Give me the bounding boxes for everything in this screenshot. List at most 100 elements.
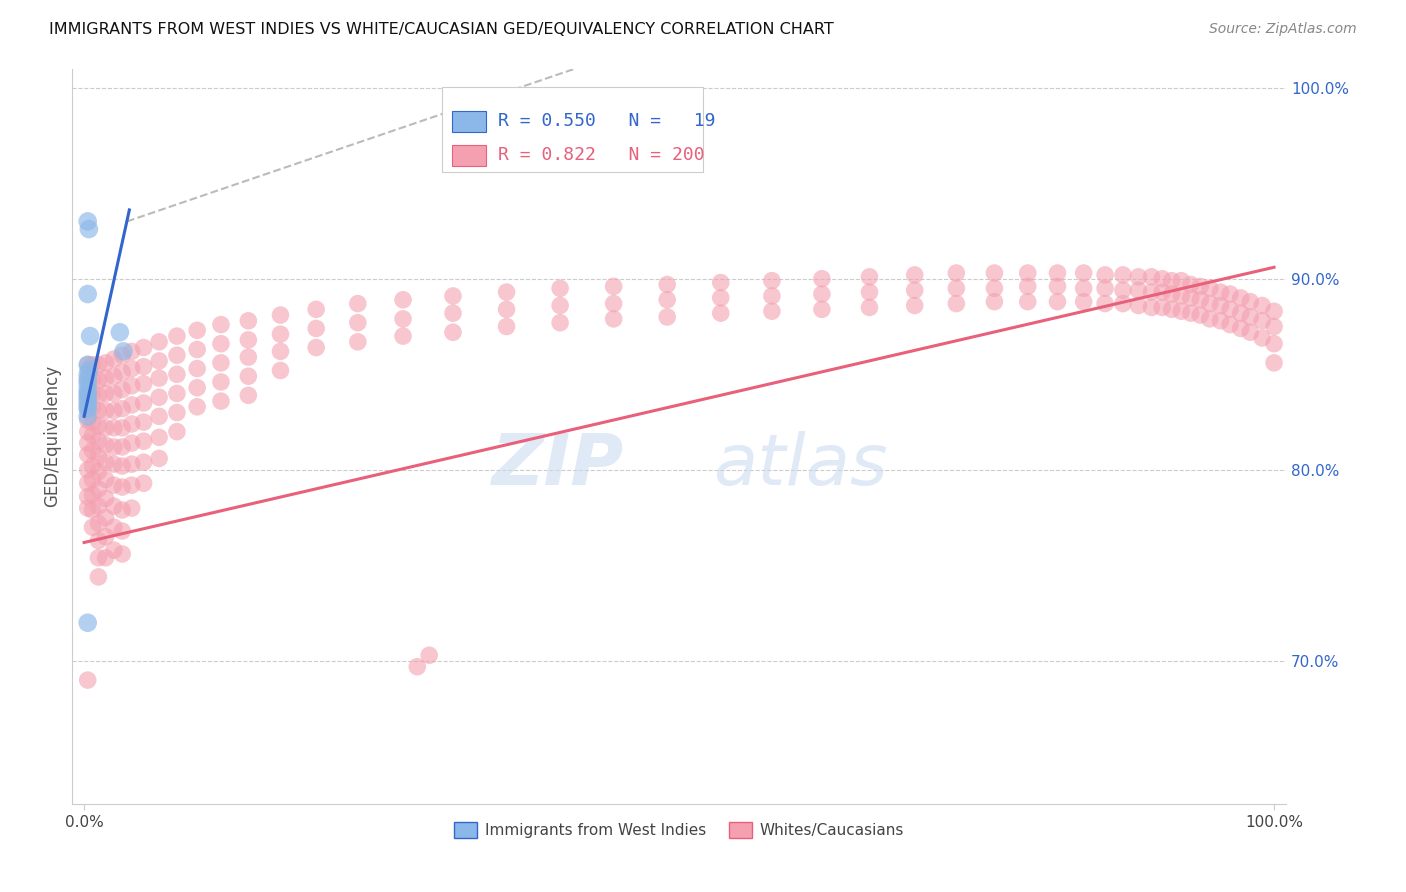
- Point: [495, 319, 517, 334]
- Point: [132, 434, 155, 449]
- Point: [1189, 279, 1212, 293]
- Point: [1198, 296, 1220, 310]
- Point: [94, 530, 117, 544]
- Point: [76, 373, 98, 387]
- Point: [346, 334, 368, 349]
- Point: [82, 386, 104, 401]
- Point: [82, 415, 104, 429]
- Point: [346, 316, 368, 330]
- Point: [111, 383, 134, 397]
- Point: [1094, 268, 1116, 282]
- Point: [238, 350, 260, 364]
- Point: [811, 271, 834, 285]
- Point: [1251, 314, 1274, 328]
- Point: [87, 499, 110, 513]
- Point: [811, 287, 834, 301]
- Point: [76, 615, 98, 630]
- Point: [1112, 296, 1135, 310]
- Point: [132, 341, 155, 355]
- Point: [132, 415, 155, 429]
- Point: [548, 281, 571, 295]
- Point: [76, 214, 98, 228]
- Point: [186, 323, 208, 337]
- Text: Source: ZipAtlas.com: Source: ZipAtlas.com: [1209, 22, 1357, 37]
- Point: [76, 368, 98, 382]
- Point: [94, 371, 117, 385]
- FancyBboxPatch shape: [453, 112, 486, 132]
- Point: [904, 298, 927, 312]
- Point: [858, 301, 880, 315]
- Point: [904, 268, 927, 282]
- Point: [406, 659, 429, 673]
- Point: [548, 316, 571, 330]
- Point: [441, 289, 464, 303]
- Point: [166, 348, 188, 362]
- Point: [111, 480, 134, 494]
- Point: [94, 421, 117, 435]
- Point: [111, 524, 134, 538]
- Point: [76, 386, 98, 401]
- Point: [1263, 356, 1285, 370]
- Point: [209, 375, 232, 389]
- Point: [94, 510, 117, 524]
- Point: [1209, 298, 1232, 312]
- Point: [103, 478, 125, 492]
- Point: [1198, 281, 1220, 295]
- Point: [392, 311, 415, 326]
- Point: [1239, 294, 1261, 309]
- Point: [103, 421, 125, 435]
- Point: [1251, 331, 1274, 345]
- Point: [761, 289, 783, 303]
- Point: [1198, 311, 1220, 326]
- Point: [132, 455, 155, 469]
- Point: [76, 401, 98, 416]
- Point: [121, 417, 143, 431]
- Point: [392, 293, 415, 307]
- Point: [1046, 279, 1069, 293]
- Point: [103, 520, 125, 534]
- Point: [112, 344, 135, 359]
- Point: [87, 482, 110, 496]
- Point: [1219, 287, 1241, 301]
- Point: [1209, 285, 1232, 299]
- Point: [76, 376, 98, 391]
- Point: [76, 413, 98, 427]
- Point: [166, 368, 188, 382]
- Text: ZIP: ZIP: [492, 432, 624, 500]
- Point: [186, 381, 208, 395]
- Point: [209, 318, 232, 332]
- Point: [1073, 281, 1095, 295]
- Point: [1160, 274, 1182, 288]
- Point: [1229, 306, 1251, 320]
- Point: [602, 311, 624, 326]
- Point: [87, 533, 110, 548]
- Point: [82, 373, 104, 387]
- Point: [1180, 291, 1202, 305]
- Point: [103, 403, 125, 417]
- Point: [305, 302, 328, 317]
- Point: [1073, 294, 1095, 309]
- FancyBboxPatch shape: [453, 145, 486, 166]
- Point: [166, 329, 188, 343]
- Point: [103, 369, 125, 384]
- Point: [132, 359, 155, 374]
- Point: [238, 369, 260, 384]
- Point: [103, 457, 125, 471]
- Point: [495, 302, 517, 317]
- Point: [1170, 274, 1192, 288]
- Point: [166, 425, 188, 439]
- Point: [76, 358, 98, 372]
- Point: [657, 293, 679, 307]
- Point: [1112, 268, 1135, 282]
- Text: IMMIGRANTS FROM WEST INDIES VS WHITE/CAUCASIAN GED/EQUIVALENCY CORRELATION CHART: IMMIGRANTS FROM WEST INDIES VS WHITE/CAU…: [49, 22, 834, 37]
- Point: [1263, 319, 1285, 334]
- Point: [76, 448, 98, 462]
- Point: [87, 516, 110, 531]
- Point: [1219, 302, 1241, 317]
- Point: [305, 341, 328, 355]
- Point: [1017, 279, 1039, 293]
- Point: [710, 291, 733, 305]
- Point: [186, 343, 208, 357]
- Point: [82, 400, 104, 414]
- Point: [76, 476, 98, 491]
